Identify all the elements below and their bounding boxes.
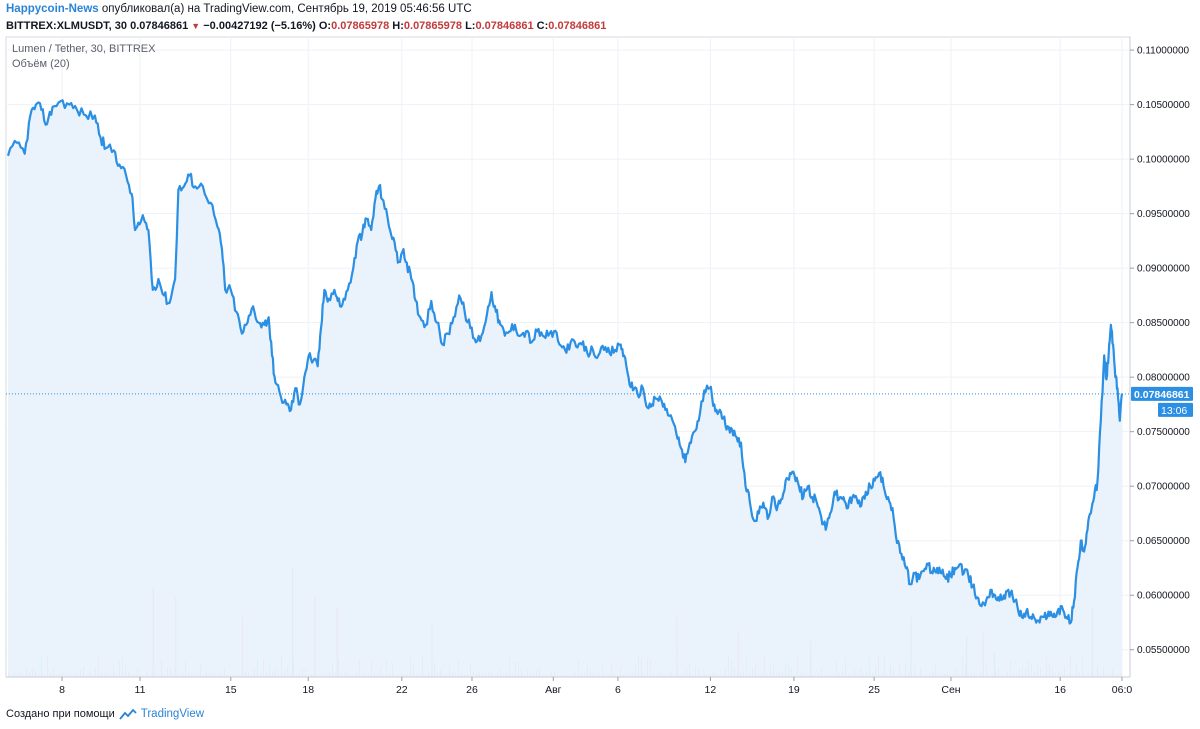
ohlc-open-value: 0.07865978 xyxy=(331,20,390,32)
price-tick-label: 0.11000000 xyxy=(1137,46,1190,57)
ohlc-high-value: 0.07865978 xyxy=(403,20,463,32)
ohlc-close-value: 0.07846861 xyxy=(548,20,607,32)
time-axis[interactable]: 8 11 15 18 22 26 Авг 6 12 19 25 Сен 16 06:0 xyxy=(6,676,1133,696)
time-tick-label: Авг xyxy=(545,684,562,696)
legend-main: Lumen / Tether, 30, BITTREX xyxy=(12,43,156,55)
price-chart[interactable]: 0.11000000 0.10500000 0.10000000 0.09500000… xyxy=(0,0,1200,700)
ohlc-high-label: H: xyxy=(392,20,404,32)
last-price-tag-text: 0.07846861 xyxy=(1134,389,1190,401)
ohlc-low-value: 0.07846861 xyxy=(475,20,534,32)
footer: Создано при помощи TradingView xyxy=(6,708,204,720)
price-tick-label: 0.09000000 xyxy=(1137,264,1190,275)
time-tick-label: 06:0 xyxy=(1112,684,1133,696)
time-tick-label: Сен xyxy=(941,684,960,696)
time-tick-label: 19 xyxy=(788,684,800,696)
time-tick-label: 22 xyxy=(396,684,408,696)
tradingview-brand[interactable]: TradingView xyxy=(140,708,205,720)
price-tick-label: 0.05500000 xyxy=(1137,645,1190,656)
created-with-text: Создано при помощи xyxy=(6,708,115,720)
ohlc-close-label: C: xyxy=(536,20,549,32)
last-price-tag: 0.07846861 xyxy=(1131,386,1193,401)
price-tick-label: 0.08500000 xyxy=(1137,318,1190,329)
countdown-tag: 13:06 xyxy=(1158,402,1193,417)
price-tick-label: 0.06500000 xyxy=(1137,536,1190,547)
time-tick-label: 11 xyxy=(135,684,146,696)
price-tick-label: 0.10500000 xyxy=(1137,100,1190,111)
price-tick-label: 0.07500000 xyxy=(1137,427,1190,438)
publish-line: Happycoin-News опубликовал(а) на Trading… xyxy=(6,3,472,15)
price-tick-label: 0.10000000 xyxy=(1137,155,1190,166)
price-axis[interactable]: 0.11000000 0.10500000 0.10000000 0.09500000… xyxy=(1129,37,1190,677)
published-text: опубликовал(а) на TradingView.com, Сентя… xyxy=(101,3,472,15)
countdown-tag-text: 13:06 xyxy=(1161,405,1187,417)
price-tick-label: 0.07000000 xyxy=(1137,482,1190,493)
time-tick-label: 15 xyxy=(225,684,237,696)
price-tick-label: 0.06000000 xyxy=(1137,591,1190,602)
last-price: 0.07846861 xyxy=(130,20,189,32)
tradingview-logo-icon[interactable] xyxy=(119,708,137,720)
time-tick-label: 6 xyxy=(615,684,621,696)
author-name[interactable]: Happycoin-News xyxy=(6,3,99,15)
time-tick-label: 18 xyxy=(302,684,314,696)
time-tick-label: 8 xyxy=(59,684,65,696)
time-tick-label: 16 xyxy=(1054,684,1066,696)
price-area-fill xyxy=(8,100,1122,678)
symbol-interval: BITTREX:XLMUSDT, 30 xyxy=(6,20,128,32)
price-line xyxy=(6,99,1124,625)
time-tick-label: 26 xyxy=(466,684,478,696)
ohlc-low-label: L: xyxy=(465,20,476,32)
price-change: −0.00427192 (−5.16%) xyxy=(203,20,316,32)
time-tick-label: 25 xyxy=(868,684,880,696)
time-tick-label: 12 xyxy=(705,684,717,696)
symbol-ohlc-line: BITTREX:XLMUSDT, 30 0.07846861 ▼ −0.0042… xyxy=(6,20,606,32)
legend-volume: Объём (20) xyxy=(12,58,70,70)
down-arrow-icon: ▼ xyxy=(191,21,201,31)
price-tick-label: 0.08000000 xyxy=(1137,373,1190,384)
price-tick-label: 0.09500000 xyxy=(1137,209,1190,220)
ohlc-open-label: O: xyxy=(318,20,332,32)
chart-header: Happycoin-News опубликовал(а) на Trading… xyxy=(0,0,1200,36)
